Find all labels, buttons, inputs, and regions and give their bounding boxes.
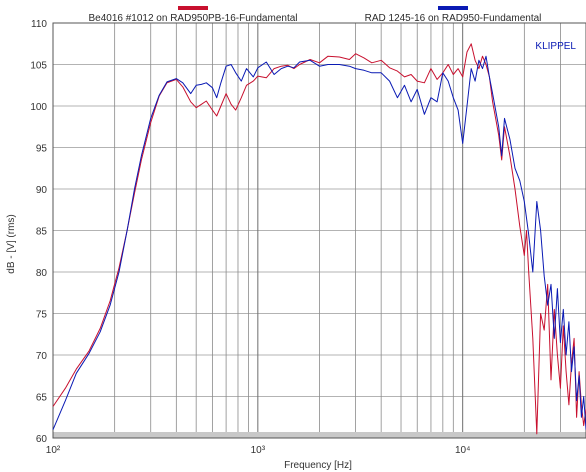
y-tick-label: 65	[36, 393, 48, 404]
legend-label-2: RAD 1245-16 on RAD950-Fundamental	[365, 13, 542, 24]
legend-label-1: Be4016 #1012 on RAD950PB-16-Fundamental	[88, 13, 297, 24]
y-tick-label: 70	[36, 351, 48, 362]
series-lines	[52, 43, 586, 435]
x-axis-title: Frequency [Hz]	[284, 460, 352, 471]
y-tick-label: 95	[36, 144, 48, 155]
y-tick-label: 80	[36, 268, 48, 279]
legend: Be4016 #1012 on RAD950PB-16-Fundamental R…	[88, 6, 541, 24]
y-tick-label: 85	[36, 227, 48, 238]
x-tick-label: 10⁴	[455, 445, 470, 456]
legend-swatch-1	[178, 6, 208, 10]
y-tick-label: 75	[36, 310, 48, 321]
y-tick-label: 90	[36, 185, 48, 196]
y-tick-label: 105	[30, 61, 47, 72]
y-tick-label: 110	[31, 19, 47, 30]
x-tick-label: 10²	[46, 445, 61, 456]
axis-baseline-band	[53, 432, 586, 438]
y-axis-title: dB - [V] (rms)	[6, 214, 17, 273]
legend-swatch-2	[438, 6, 468, 10]
y-tick-label: 100	[30, 102, 47, 113]
series-line-1	[52, 43, 586, 435]
y-tick-labels: 60 65 70 75 80 85 90 95 100 105 110	[30, 19, 47, 445]
x-tick-labels: 10² 10³ 10⁴	[46, 445, 471, 456]
series-line-2	[52, 55, 586, 430]
y-tick-label: 60	[36, 434, 48, 445]
plot-frame	[52, 22, 586, 439]
klippel-brand-label: KLIPPEL	[535, 41, 576, 52]
x-tick-label: 10³	[251, 445, 266, 456]
